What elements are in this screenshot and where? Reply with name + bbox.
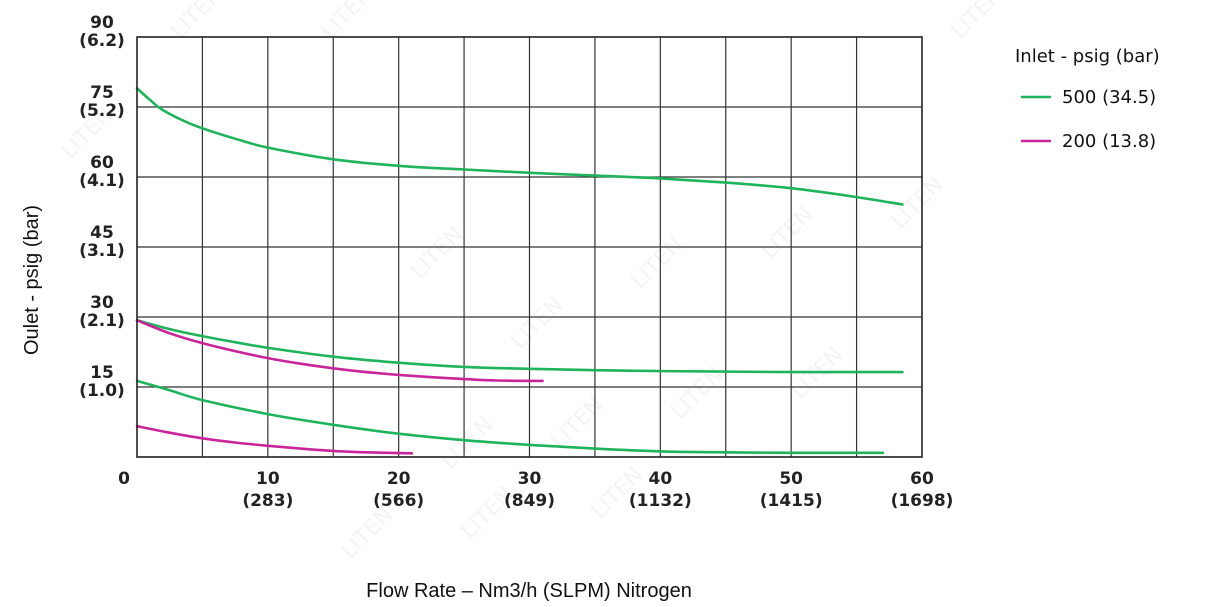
y-tick-label: 90 xyxy=(90,13,114,33)
x-tick-sublabel: (566) xyxy=(373,491,424,511)
series-line-3 xyxy=(135,319,544,383)
watermark-text: LITEN xyxy=(407,222,469,284)
x-tick-label: 10 xyxy=(256,469,280,489)
chart-grid xyxy=(137,37,922,457)
series-line-1 xyxy=(135,319,904,374)
series-line-4 xyxy=(135,424,414,455)
x-tick-sublabel: (1415) xyxy=(760,491,823,511)
plot-lines xyxy=(135,87,904,455)
x-axis-ticks: 0 10(283) 20(566) 30(849) 40(1132) 50(1415) 60… xyxy=(118,469,953,511)
y-tick-sublabel: (3.1) xyxy=(79,241,125,261)
watermark-text: LITEN xyxy=(337,502,399,564)
x-tick-label: 40 xyxy=(648,469,672,489)
y-tick-label: 60 xyxy=(90,153,114,173)
legend-title: Inlet - psig (bar) xyxy=(1015,46,1160,67)
y-tick-label: 30 xyxy=(90,293,114,313)
legend: Inlet - psig (bar) 500 (34.5) 200 (13.8) xyxy=(1015,46,1160,152)
y-tick-label: 75 xyxy=(90,83,114,103)
y-tick-sublabel: (6.2) xyxy=(79,31,125,51)
y-tick-sublabel: (1.0) xyxy=(79,381,125,401)
x-tick-label: 60 xyxy=(910,469,934,489)
y-tick-sublabel: (2.1) xyxy=(79,311,125,331)
series-line-0 xyxy=(135,87,904,206)
plot-frame xyxy=(136,36,923,458)
x-tick-sublabel: (283) xyxy=(242,491,293,511)
y-tick-label: 45 xyxy=(90,223,114,243)
y-axis-ticks: 90(6.2) 75(5.2) 60(4.1) 45(3.1) 30(2.1) 15(1.… xyxy=(79,13,125,401)
legend-entry-label: 200 (13.8) xyxy=(1062,131,1156,152)
y-axis-label: Oulet - psig (bar) xyxy=(21,205,43,355)
series-line-2 xyxy=(135,379,885,455)
watermark-text: LITEN xyxy=(627,232,689,294)
x-tick-label: 50 xyxy=(779,469,803,489)
x-tick-sublabel: (1132) xyxy=(629,491,692,511)
x-tick-label: 30 xyxy=(518,469,542,489)
y-tick-label: 15 xyxy=(90,363,114,383)
watermark-text: LITEN xyxy=(757,202,819,264)
x-tick-label: 20 xyxy=(387,469,411,489)
x-tick-label: 0 xyxy=(118,469,130,489)
y-tick-sublabel: (4.1) xyxy=(79,171,125,191)
x-tick-sublabel: (849) xyxy=(504,491,555,511)
watermark-text: LITEN xyxy=(947,0,1009,44)
x-tick-sublabel: (1698) xyxy=(891,491,954,511)
watermark-text: LITEN xyxy=(507,292,569,354)
x-axis-label: Flow Rate – Nm3/h (SLPM) Nitrogen xyxy=(366,580,692,602)
watermark-text: LITEN xyxy=(547,392,609,454)
y-tick-sublabel: (5.2) xyxy=(79,101,125,121)
legend-entry-label: 500 (34.5) xyxy=(1062,87,1156,108)
